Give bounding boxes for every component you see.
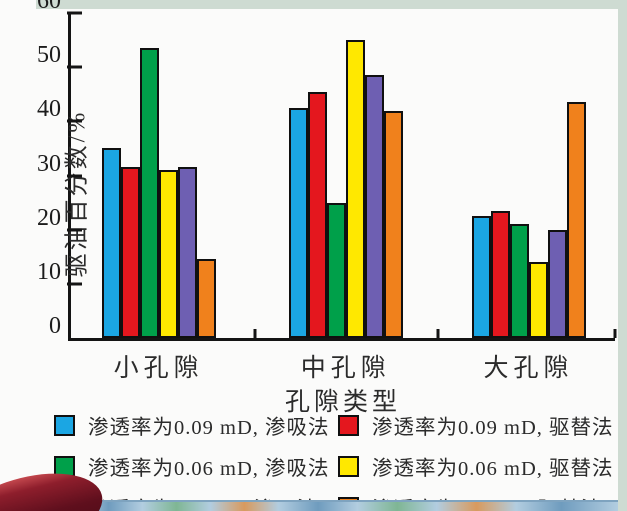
bar [326, 202, 346, 338]
x-axis-tick [436, 329, 440, 338]
legend-item: 渗透率为0.09 mD, 驱替法 [338, 410, 614, 440]
y-axis-tick-label: 40 [37, 96, 61, 123]
x-category-label: 小孔隙 [113, 355, 204, 382]
bar [509, 224, 529, 338]
y-axis-tick-label: 10 [37, 258, 61, 285]
right-border-strip [618, 0, 627, 511]
bar [383, 110, 403, 338]
y-axis-tick [67, 11, 82, 15]
bar [120, 167, 140, 338]
top-border-strip [36, 0, 627, 9]
bar [177, 167, 197, 338]
bar [101, 148, 121, 338]
y-axis-tick [67, 228, 82, 232]
legend-swatch-icon [338, 455, 359, 477]
bar [490, 210, 510, 338]
bar [158, 170, 178, 338]
legend-swatch-icon [338, 414, 359, 436]
legend-swatch-icon [54, 414, 75, 436]
bar [528, 262, 548, 338]
bar [196, 259, 216, 338]
bar-chart-plot-area: 驱油百分数/% 孔隙类型 0 10 20 30 40 50 60 小孔隙 中孔隙 大孔隙 [37, 0, 617, 416]
legend-label: 渗透率为0.09 mD, 驱替法 [372, 417, 614, 439]
x-axis-tick [613, 329, 617, 338]
y-axis-tick-label: 50 [37, 42, 61, 69]
bar [566, 102, 586, 338]
legend-item: 渗透率为0.06 mD, 渗吸法 [54, 451, 330, 481]
bottom-edge-strip [52, 500, 618, 511]
legend-label: 渗透率为0.06 mD, 渗吸法 [88, 458, 330, 480]
x-category-label: 中孔隙 [300, 355, 391, 382]
x-axis-tick [253, 329, 257, 338]
bar [345, 40, 365, 338]
x-category-label: 大孔隙 [483, 355, 574, 382]
legend-label: 渗透率为0.06 mD, 驱替法 [372, 458, 614, 480]
y-axis-tick [67, 174, 82, 177]
bar [547, 229, 567, 338]
bar [139, 48, 159, 338]
legend-label: 渗透率为0.09 mD, 渗吸法 [88, 417, 330, 439]
y-axis-tick [67, 65, 82, 69]
y-axis-tick-label: 20 [37, 204, 61, 231]
y-axis-tick-label: 60 [37, 0, 61, 14]
y-axis-tick-label: 30 [37, 150, 61, 177]
legend-item: 渗透率为0.06 mD, 驱替法 [338, 451, 614, 481]
x-axis-title: 孔隙类型 [284, 389, 402, 416]
bar [471, 216, 491, 338]
chart-legend: 渗透率为0.09 mD, 渗吸法 渗透率为0.09 mD, 驱替法 渗透率为0.06… [54, 410, 613, 511]
bar-group-3 [471, 13, 586, 338]
y-axis-title: 驱油百分数/% [64, 109, 91, 277]
bar [364, 75, 384, 338]
y-axis-tick [67, 119, 82, 123]
bar-group-2 [288, 13, 403, 338]
y-axis-tick [67, 282, 82, 286]
legend-item: 渗透率为0.09 mD, 渗吸法 [54, 410, 330, 440]
y-axis-tick-label: 0 [49, 313, 61, 339]
bar-group-1 [101, 13, 216, 338]
bar [307, 91, 327, 338]
bar [288, 107, 308, 338]
